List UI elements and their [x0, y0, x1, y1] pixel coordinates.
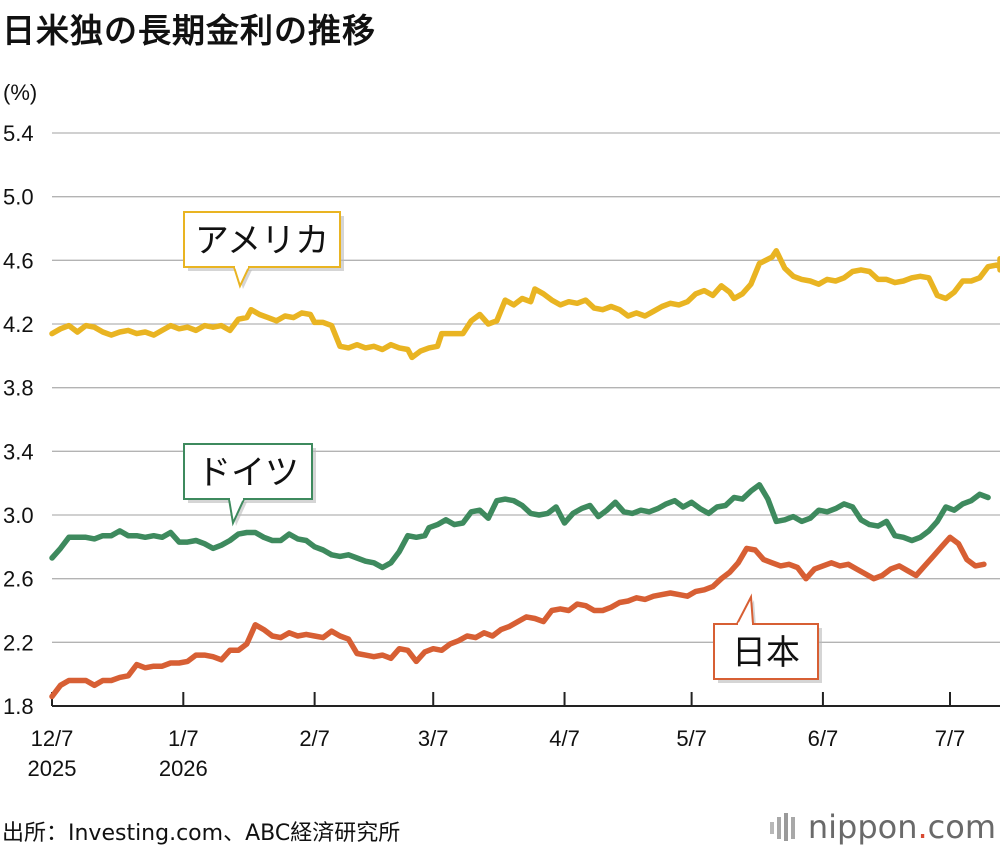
x-tick-label: 1/7 — [168, 726, 199, 751]
logo-tld-text: com — [927, 808, 996, 846]
logo-bars-icon — [769, 813, 795, 841]
y-tick-label: 4.6 — [3, 248, 34, 273]
source-note: 出所：Investing.com、ABC経済研究所 — [2, 821, 401, 846]
series-line — [49, 482, 991, 571]
series-lines — [49, 248, 1000, 700]
callout: ドイツ — [183, 443, 316, 527]
y-tick-label: 4.2 — [3, 312, 34, 337]
y-tick-label: 3.0 — [3, 503, 34, 528]
callout: アメリカ — [183, 211, 344, 289]
logo-dot: . — [917, 808, 928, 846]
y-axis-ticks: 5.4 5.0 4.6 4.2 3.8 3.4 3.0 2.6 2.2 1.8 — [3, 121, 34, 719]
series-line — [49, 534, 987, 700]
x-axis: 12/7 2025 1/7 2026 2/7 3/7 4/7 5/7 6/7 7/7 — [28, 692, 966, 781]
x-tick-label: 3/7 — [418, 726, 449, 751]
series-line — [49, 248, 1000, 361]
callout-label: ドイツ — [197, 453, 299, 493]
x-tick-year: 2026 — [159, 756, 208, 781]
chart-title: 日米独の長期金利の推移 — [2, 11, 376, 50]
logo-main-text: nippon — [807, 808, 918, 846]
x-tick-label: 2/7 — [299, 726, 330, 751]
y-tick-label: 5.4 — [3, 121, 34, 146]
x-tick-label: 6/7 — [808, 726, 839, 751]
y-tick-label: 5.0 — [3, 185, 34, 210]
x-tick-year: 2025 — [28, 756, 77, 781]
x-tick-label: 12/7 — [31, 726, 74, 751]
x-tick-label: 4/7 — [549, 726, 580, 751]
x-tick-label: 5/7 — [676, 726, 707, 751]
y-tick-label: 2.6 — [3, 567, 34, 592]
y-tick-label: 1.8 — [3, 694, 34, 719]
x-tick-label: 7/7 — [935, 726, 966, 751]
y-tick-label: 3.8 — [3, 376, 34, 401]
y-tick-label: 2.2 — [3, 630, 34, 655]
y-axis-unit-label: (%) — [3, 80, 37, 105]
y-tick-label: 3.4 — [3, 439, 34, 464]
callout-label: アメリカ — [195, 221, 329, 261]
nippon-logo[interactable]: nippon. com — [769, 808, 996, 846]
line-chart: (%) 5.4 5.0 4.6 4.2 3.8 3.4 3.0 2.6 2.2 1.8 12/7 2… — [3, 80, 1000, 781]
callout: 日本 — [713, 593, 822, 683]
callout-label: 日本 — [732, 633, 800, 673]
